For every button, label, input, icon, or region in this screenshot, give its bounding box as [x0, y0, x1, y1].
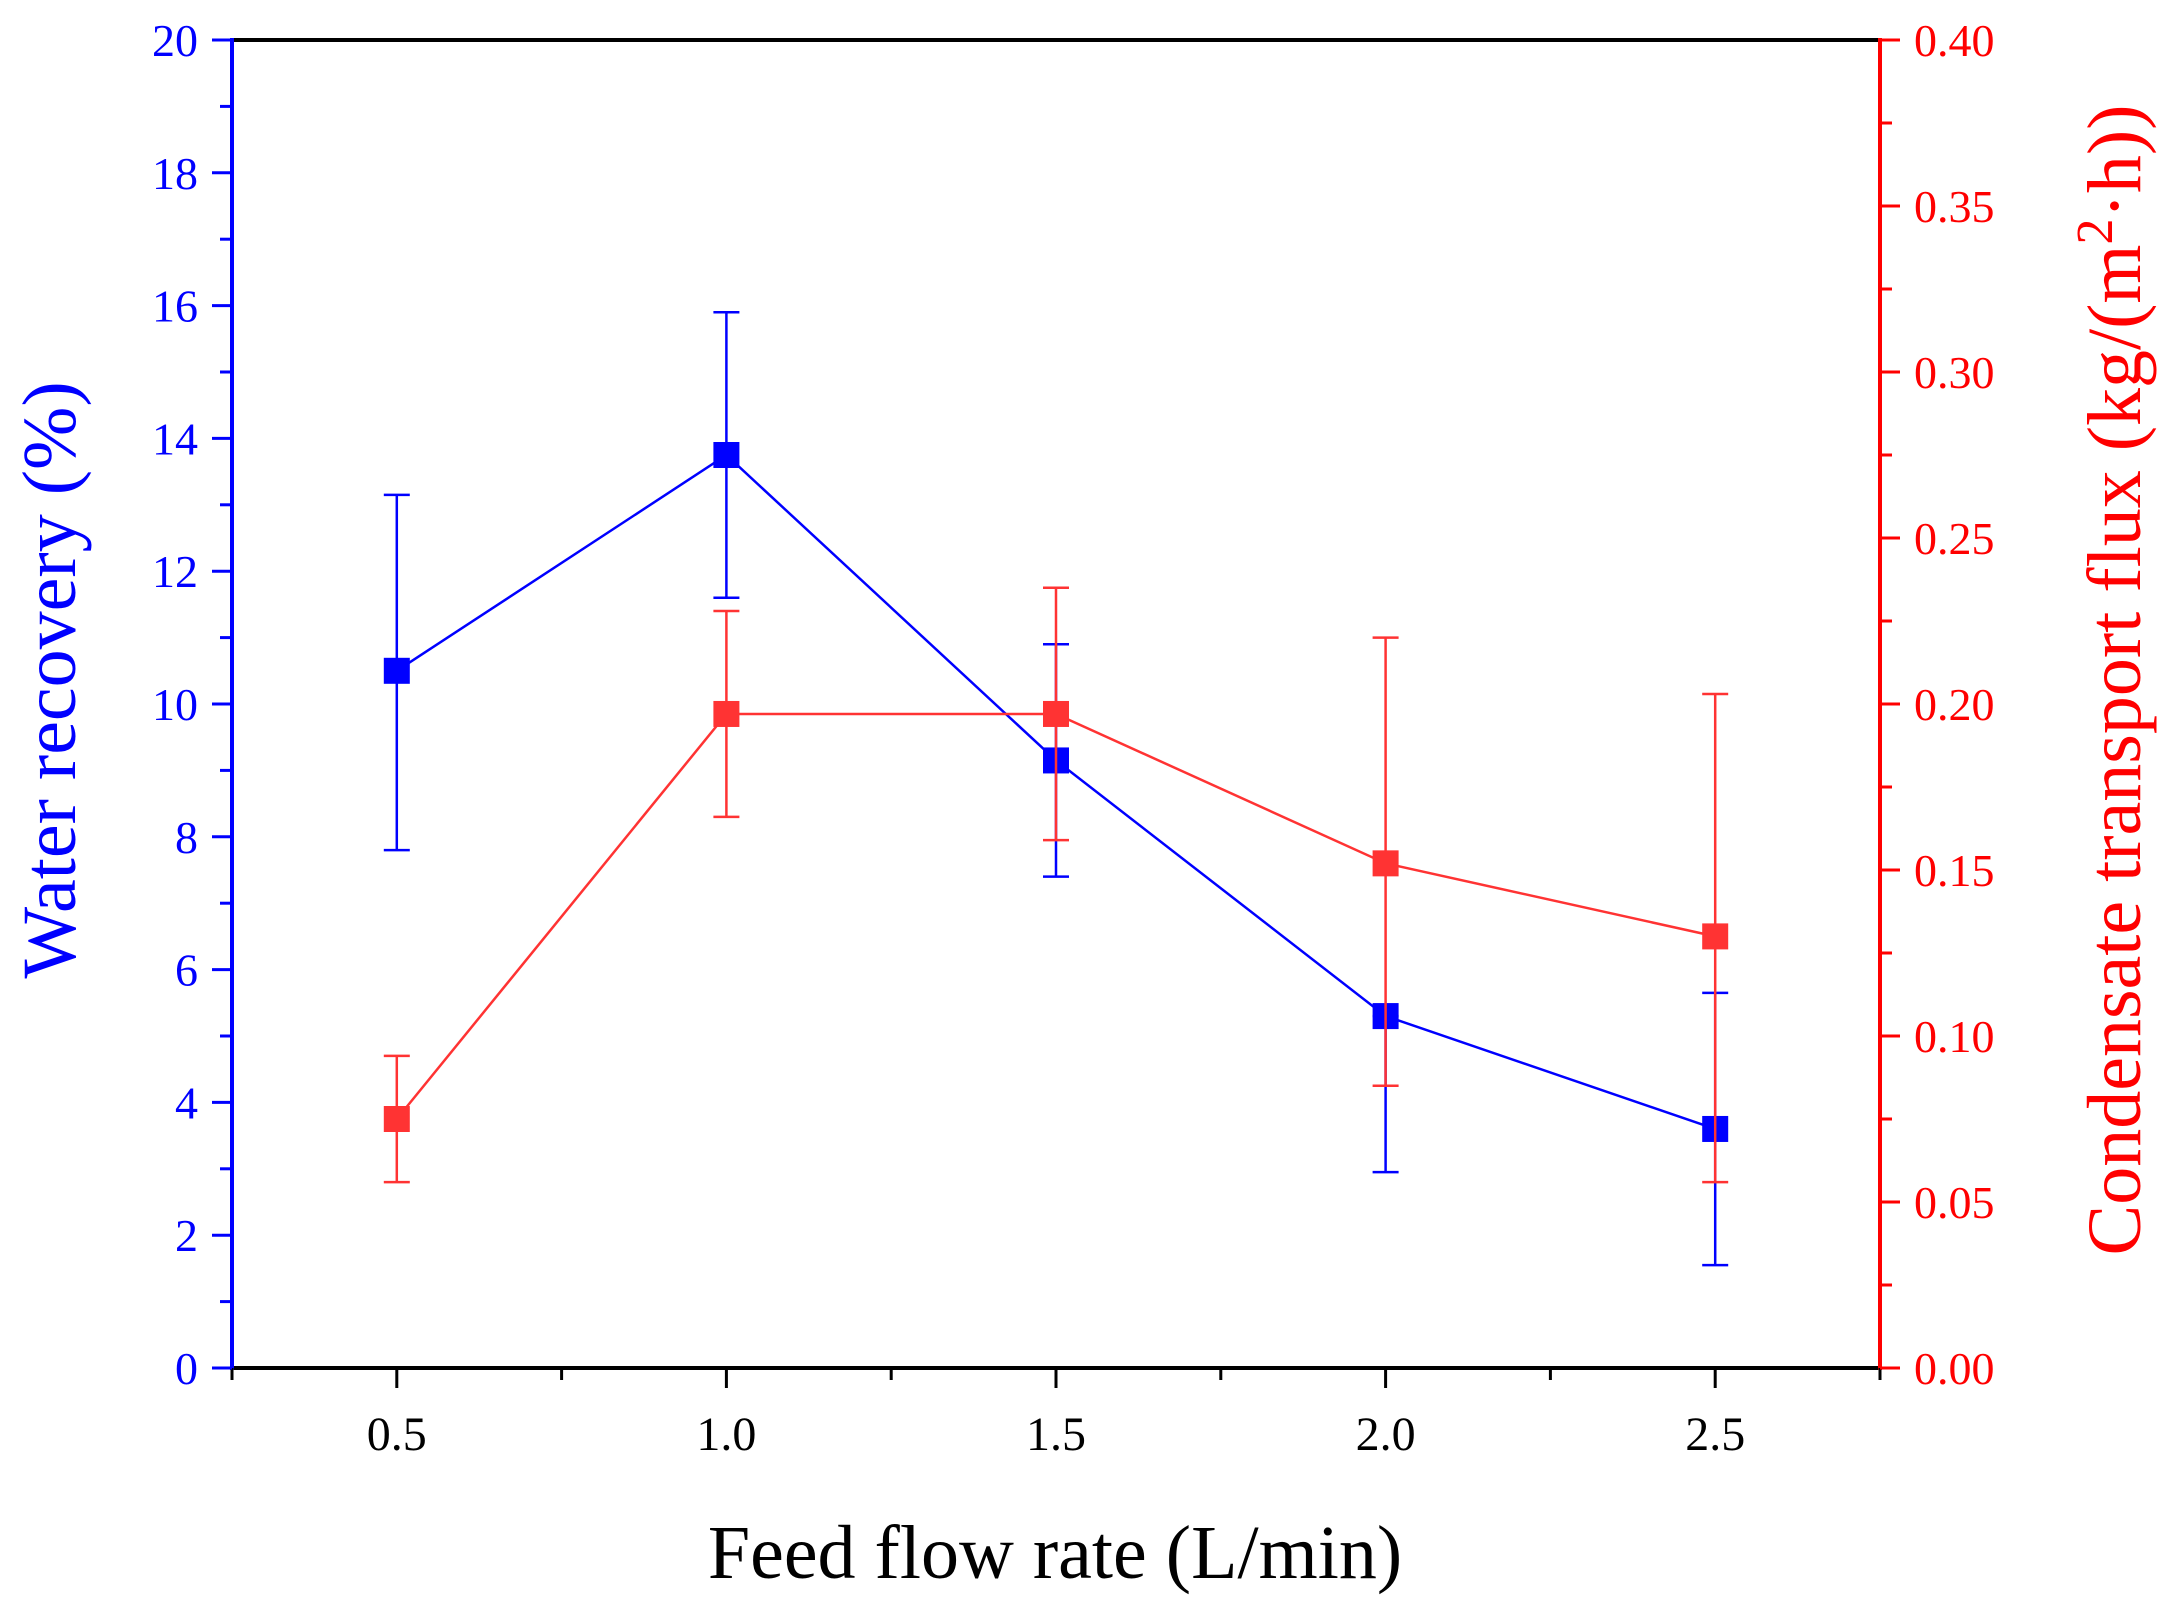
y-left-tick-label: 12: [152, 546, 198, 597]
y-left-tick-label: 20: [152, 15, 198, 66]
y-left-tick-label: 8: [175, 812, 198, 863]
y-axis-left-label: Water recovery (%): [8, 381, 92, 978]
y-axis-right-label-tail: ·h)): [2073, 105, 2157, 219]
y-left-tick-label: 6: [175, 945, 198, 996]
y-axis-right-label-main: Condensate transport flux (kg/(m: [2073, 244, 2157, 1255]
data-point: [1043, 700, 1069, 727]
x-axis-label: Feed flow rate (L/min): [708, 1511, 1402, 1595]
y-left-tick-label: 4: [175, 1077, 198, 1128]
x-tick-label: 2.5: [1685, 1408, 1745, 1461]
data-point: [383, 657, 410, 684]
y-left-tick-label: 2: [175, 1210, 198, 1261]
x-axis: 0.5 1.0 1.5 2.0 2.5: [230, 1368, 1882, 1461]
y-left-tick-label: 14: [152, 413, 198, 464]
series-layer: [383, 310, 1729, 1267]
y-right-tick-label: 0.20: [1914, 679, 1995, 730]
y-axis-right-label-sup: 2: [2067, 218, 2124, 244]
x-tick-label: 2.0: [1356, 1408, 1416, 1461]
x-tick-label: 1.0: [696, 1408, 756, 1461]
y-right-tick-label: 0.40: [1914, 15, 1995, 66]
y-right-tick-label: 0.25: [1914, 513, 1995, 564]
y-right-tick-label: 0.15: [1914, 845, 1995, 896]
y-left-tick-label: 10: [152, 679, 198, 730]
data-point: [713, 700, 740, 727]
data-point: [1372, 850, 1399, 877]
y-right-tick-label: 0.30: [1914, 347, 1995, 398]
y-axis-left: 0 2 4 6 8 10 12 14 16 18 20: [152, 15, 232, 1394]
data-point: [713, 442, 740, 468]
y-right-tick-label: 0.00: [1914, 1343, 1995, 1394]
data-point: [1702, 923, 1729, 950]
y-axis-right-label: Condensate transport flux (kg/(m2·h)): [2067, 105, 2158, 1256]
x-tick-label: 0.5: [367, 1408, 427, 1461]
y-left-tick-label: 18: [152, 148, 198, 199]
y-right-tick-label: 0.05: [1914, 1177, 1995, 1228]
y-left-tick-label: 16: [152, 281, 198, 332]
data-point: [383, 1106, 410, 1132]
x-tick-label: 1.5: [1026, 1408, 1086, 1461]
y-left-tick-label: 0: [175, 1343, 198, 1394]
y-right-tick-label: 0.10: [1914, 1011, 1995, 1062]
y-axis-right: 0.00 0.05 0.10 0.15 0.20 0.25 0.30 0.35 0.40: [1880, 15, 1995, 1394]
series-right: [383, 586, 1729, 1184]
y-right-tick-label: 0.35: [1914, 181, 1995, 232]
